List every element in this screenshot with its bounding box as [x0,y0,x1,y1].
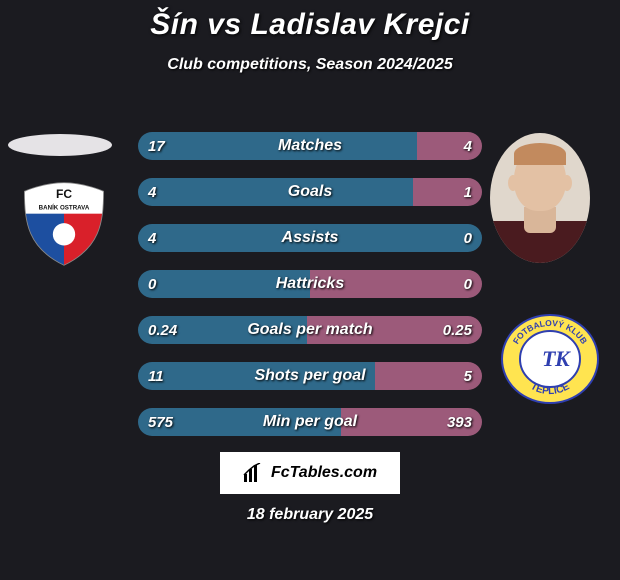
stat-value-left: 11 [148,362,164,390]
stat-bar-right [310,270,482,298]
stats-table: 174Matches41Goals40Assists00Hattricks0.2… [138,132,482,454]
stat-value-right: 5 [464,362,472,390]
stat-row: 40Assists [138,224,482,252]
stat-bar-left [138,132,417,160]
stat-value-left: 17 [148,132,165,160]
chart-icon [243,463,265,483]
stat-bar-left [138,178,413,206]
stat-value-right: 0.25 [443,316,472,344]
stat-value-left: 0.24 [148,316,177,344]
stat-value-right: 393 [447,408,472,436]
stat-row: 41Goals [138,178,482,206]
right-player-portrait [490,133,590,263]
stat-value-right: 4 [464,132,472,160]
stat-row: 575393Min per goal [138,408,482,436]
svg-text:BANÍK OSTRAVA: BANÍK OSTRAVA [39,203,90,211]
left-player-silhouette [8,134,112,156]
subtitle: Club competitions, Season 2024/2025 [0,56,620,74]
right-club-crest: FOTBALOVÝ KLUB TEPLICE T K [500,313,600,405]
date-label: 18 february 2025 [0,506,620,524]
shield-icon: FC BANÍK OSTRAVA [20,181,108,267]
brand-label: FcTables.com [271,464,377,482]
portrait-ear-right [562,175,572,191]
stat-value-left: 4 [148,224,156,252]
page-title: Šín vs Ladislav Krejci [0,8,620,42]
stat-row: 00Hattricks [138,270,482,298]
stat-row: 174Matches [138,132,482,160]
stat-bar-left [138,270,310,298]
stat-row: 0.240.25Goals per match [138,316,482,344]
stat-bar-right [417,132,482,160]
stat-bar-left [138,362,375,390]
left-club-crest: FC BANÍK OSTRAVA [20,181,108,267]
crest-icon: FOTBALOVÝ KLUB TEPLICE T K [500,313,600,405]
portrait-hair [514,143,566,165]
stat-row: 115Shots per goal [138,362,482,390]
stat-value-left: 0 [148,270,156,298]
comparison-card: Šín vs Ladislav Krejci Club competitions… [0,8,620,580]
brand-badge[interactable]: FcTables.com [220,452,400,494]
stat-bar-left [138,224,482,252]
svg-text:FC: FC [56,187,72,201]
stat-value-left: 4 [148,178,156,206]
stat-value-right: 1 [464,178,472,206]
portrait-ear-left [508,175,518,191]
stat-value-left: 575 [148,408,173,436]
stat-value-right: 0 [464,270,472,298]
stat-value-right: 0 [464,224,472,252]
svg-text:K: K [554,346,571,371]
